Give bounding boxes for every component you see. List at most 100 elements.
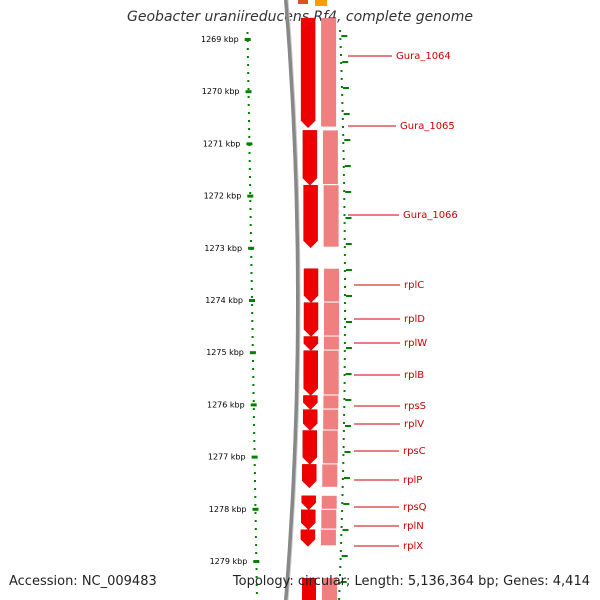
gene-rpsS bbox=[303, 395, 339, 410]
right-tick bbox=[341, 555, 348, 557]
gene-Gura_1066 bbox=[303, 184, 339, 249]
right-dot bbox=[343, 206, 346, 208]
gene-label: Gura_1065 bbox=[400, 121, 455, 132]
ruler: 1269 kbp 1270 kbp 1271 kbp 1272 kbp 1273 kbp… bbox=[201, 32, 260, 594]
ruler-dot bbox=[250, 296, 253, 298]
right-dot bbox=[340, 62, 343, 64]
ruler-dot bbox=[255, 544, 258, 546]
ruler-dot bbox=[248, 120, 250, 122]
ruler-tick bbox=[244, 38, 251, 41]
right-dot bbox=[343, 190, 346, 192]
right-dot bbox=[343, 366, 346, 368]
gene-arrow bbox=[302, 464, 317, 489]
ruler-dot bbox=[252, 408, 255, 410]
gene-band bbox=[323, 350, 339, 395]
ruler-label: 1272 kbp bbox=[204, 192, 242, 201]
gene-arrow-partial bbox=[302, 578, 316, 600]
ruler-tick bbox=[246, 142, 253, 146]
ruler-dot bbox=[249, 216, 252, 218]
gene-band bbox=[323, 336, 339, 350]
ruler-dot bbox=[254, 536, 257, 538]
right-dot bbox=[338, 590, 341, 592]
gene-rplP bbox=[302, 464, 338, 489]
gene-rplB bbox=[303, 350, 339, 396]
right-dot bbox=[343, 350, 346, 352]
gene-label: rpsQ bbox=[403, 502, 427, 513]
gene-Gura_1065 bbox=[302, 130, 338, 186]
ruler-dot bbox=[252, 384, 255, 386]
ruler-dot bbox=[254, 488, 257, 490]
gene-band bbox=[324, 302, 339, 336]
right-dot bbox=[343, 238, 346, 240]
gene-label: rplP bbox=[403, 475, 422, 486]
ruler-dot bbox=[249, 208, 252, 210]
right-dot bbox=[343, 422, 345, 424]
right-dot bbox=[343, 262, 346, 264]
ruler-dot bbox=[252, 392, 255, 394]
right-dot bbox=[339, 574, 341, 576]
gene-band bbox=[321, 18, 337, 127]
ruler-dot bbox=[250, 288, 253, 290]
right-dot bbox=[342, 158, 345, 160]
right-dot bbox=[342, 438, 345, 440]
gene-rplV bbox=[302, 409, 339, 431]
gene-label: rplN bbox=[403, 521, 424, 532]
right-dot bbox=[344, 278, 346, 280]
gene-band bbox=[321, 495, 337, 509]
ruler-dot bbox=[247, 64, 250, 66]
right-tick bbox=[345, 425, 351, 427]
right-dot bbox=[342, 470, 345, 472]
gene-arrow bbox=[303, 184, 318, 249]
ruler-label: 1274 kbp bbox=[205, 296, 243, 305]
gene-arrow bbox=[303, 350, 318, 396]
ruler-dot bbox=[249, 200, 252, 202]
right-tick bbox=[343, 113, 350, 115]
gene-band bbox=[323, 395, 339, 409]
ruler-tick bbox=[250, 403, 257, 407]
gene-label: rpsC bbox=[403, 446, 426, 457]
right-tick bbox=[344, 165, 351, 167]
ruler-dot bbox=[254, 520, 257, 522]
ruler-dot bbox=[250, 272, 253, 274]
right-dot bbox=[342, 454, 345, 456]
ruler-label: 1270 kbp bbox=[202, 87, 240, 96]
gene-labels: Gura_1064 Gura_1065 Gura_1066 rplC rplD rplW r… bbox=[348, 51, 458, 552]
ruler-dot bbox=[247, 112, 250, 114]
gene-band bbox=[322, 430, 338, 464]
right-tick bbox=[342, 61, 349, 63]
gene-rpsC bbox=[302, 430, 338, 465]
right-dot bbox=[343, 254, 346, 256]
right-dot bbox=[343, 390, 346, 392]
right-dotted-line bbox=[338, 30, 352, 600]
gene-rplN bbox=[301, 509, 337, 531]
ruler-dot bbox=[255, 576, 258, 578]
gene-label: rplV bbox=[404, 419, 424, 430]
right-dot bbox=[344, 302, 346, 304]
ruler-label: 1278 kbp bbox=[209, 505, 247, 514]
ruler-dot bbox=[248, 176, 251, 178]
ruler-dot bbox=[251, 328, 254, 330]
ruler-label: 1277 kbp bbox=[208, 453, 246, 462]
ruler-tick bbox=[245, 90, 252, 94]
genome-title: Geobacter uraniireducens Rf4, complete g… bbox=[127, 9, 473, 25]
right-dot bbox=[341, 486, 344, 488]
right-tick bbox=[341, 35, 348, 37]
accession-text: Accession: NC_009483 bbox=[9, 574, 157, 589]
right-dot bbox=[342, 150, 345, 152]
gene-band-partial bbox=[322, 578, 337, 600]
ruler-dot bbox=[247, 104, 250, 106]
gene-rplD bbox=[303, 302, 339, 337]
ruler-dot bbox=[248, 136, 251, 138]
ruler-dot bbox=[254, 496, 257, 498]
gene-arrow bbox=[303, 302, 319, 337]
top-feature bbox=[298, 0, 308, 4]
right-dot bbox=[342, 134, 345, 136]
right-dot bbox=[343, 414, 346, 416]
ruler-dot bbox=[253, 448, 256, 450]
ruler-dot bbox=[246, 48, 249, 50]
gene-rpsQ bbox=[301, 495, 337, 511]
ruler-dot bbox=[253, 472, 256, 474]
right-dot bbox=[343, 342, 346, 344]
